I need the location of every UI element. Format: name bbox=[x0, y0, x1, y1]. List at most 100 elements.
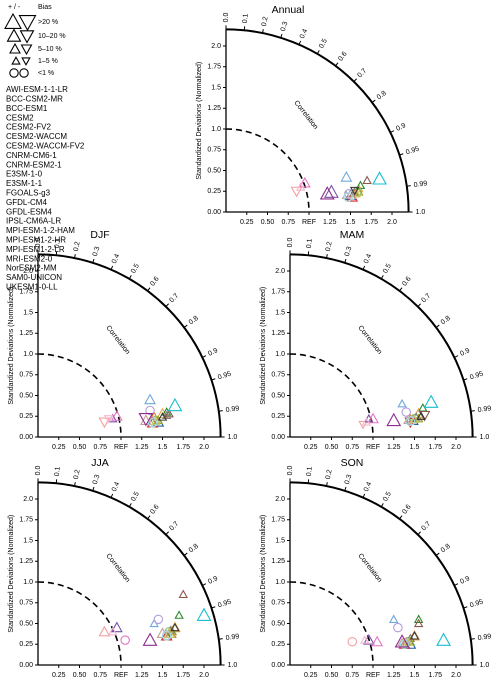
correlation-tick bbox=[399, 153, 404, 156]
legend-entry: SAM0-UNICON bbox=[6, 273, 62, 282]
correlation-tick-label: 0.8 bbox=[440, 543, 452, 555]
model-point bbox=[178, 589, 188, 599]
correlation-tick bbox=[390, 130, 395, 133]
y-tick-label: 2.0 bbox=[23, 496, 33, 503]
model-point bbox=[319, 186, 335, 200]
correlation-tick bbox=[406, 185, 411, 187]
y-tick-label: 1.5 bbox=[23, 309, 33, 316]
correlation-tick bbox=[335, 62, 339, 67]
y-tick-label: 0.50 bbox=[19, 392, 33, 399]
model-point bbox=[362, 175, 372, 185]
correlation-tick-label: 0.2 bbox=[73, 241, 82, 252]
correlation-tick bbox=[326, 482, 328, 487]
correlation-tick-label: 0.95 bbox=[469, 599, 484, 610]
legend-entry: CESM2-FV2 bbox=[6, 123, 51, 132]
outer-arc bbox=[37, 481, 222, 666]
y-tick-label: 1.75 bbox=[271, 289, 285, 296]
correlation-tick bbox=[183, 552, 188, 556]
legend-entry: BCC-CSM2-MR bbox=[6, 95, 63, 104]
y-tick-label: 2.0 bbox=[23, 268, 33, 275]
correlation-tick bbox=[344, 486, 347, 491]
correlation-tick-label: 0.9 bbox=[459, 347, 471, 358]
y-tick-label: 1.0 bbox=[275, 351, 285, 358]
correlation-tick bbox=[92, 486, 95, 491]
bias-header: + / - bbox=[8, 4, 21, 11]
x-tick-label: 1.75 bbox=[428, 444, 442, 451]
model-point bbox=[103, 415, 114, 424]
model-point bbox=[436, 632, 451, 646]
y-tick-label: 0.00 bbox=[271, 434, 285, 441]
correlation-tick bbox=[218, 410, 223, 412]
correlation-tick-label: 0.4 bbox=[363, 481, 373, 493]
correlation-tick bbox=[470, 410, 475, 412]
correlation-tick-label: 0.7 bbox=[420, 520, 432, 532]
x-tick-label: 1.25 bbox=[135, 672, 149, 679]
bias-class-label: 5–10 % bbox=[38, 46, 62, 53]
correlation-tick-label: 0.1 bbox=[306, 466, 314, 476]
legend-entry: CESM2-WACCM bbox=[6, 132, 67, 141]
y-axis-label: Standardized Deviations (Normalized) bbox=[196, 62, 203, 180]
x-tick-label: 2.0 bbox=[199, 672, 209, 679]
x-tick-label: 1.5 bbox=[158, 444, 168, 451]
correlation-label: Correlation bbox=[104, 553, 131, 584]
correlation-tick-label: 0.99 bbox=[477, 633, 492, 642]
marker bbox=[6, 28, 22, 42]
correlation-tick-label: 0.9 bbox=[207, 575, 219, 586]
x-tick-label: 1.5 bbox=[158, 672, 168, 679]
x-tick-label: 1.25 bbox=[387, 444, 401, 451]
y-tick-label: 0.75 bbox=[19, 372, 33, 379]
x-tick-label: 1.75 bbox=[428, 672, 442, 679]
correlation-tick-label: 0.0 bbox=[223, 13, 230, 23]
marker bbox=[18, 15, 37, 32]
bias-class-label: >20 % bbox=[38, 19, 58, 26]
x-tick-label: 0.25 bbox=[52, 672, 66, 679]
x-tick-label: 2.0 bbox=[451, 672, 461, 679]
correlation-label: Correlation bbox=[356, 553, 383, 584]
correlation-tick bbox=[380, 503, 384, 508]
legend-entry: UKESM1-0-LL bbox=[6, 283, 58, 292]
correlation-tick-label: 0.6 bbox=[149, 276, 161, 288]
marker bbox=[11, 56, 21, 65]
y-tick-label: 1.25 bbox=[19, 558, 33, 565]
y-tick-label: 1.0 bbox=[275, 579, 285, 586]
correlation-tick bbox=[128, 503, 132, 508]
model-point bbox=[394, 634, 410, 648]
x-tick-label: REF bbox=[302, 219, 316, 226]
model-point bbox=[386, 412, 402, 427]
x-tick-label: 1.75 bbox=[176, 672, 190, 679]
y-tick-label: 1.0 bbox=[23, 579, 33, 586]
reference-arc bbox=[225, 128, 310, 213]
model-point bbox=[413, 614, 424, 623]
legend-entry: CESM2-WACCM-FV2 bbox=[6, 142, 85, 151]
model-point bbox=[413, 618, 424, 628]
correlation-tick-label: 0.95 bbox=[469, 371, 484, 382]
correlation-tick bbox=[463, 378, 468, 381]
model-point bbox=[413, 413, 424, 423]
outer-arc bbox=[225, 28, 410, 213]
legend-entry: IPSL-CM6A-LR bbox=[6, 217, 61, 226]
y-tick-label: 1.5 bbox=[275, 537, 285, 544]
correlation-tick-label: 0.9 bbox=[395, 122, 407, 133]
correlation-tick bbox=[298, 40, 302, 45]
correlation-tick-label: 0.1 bbox=[54, 238, 62, 248]
model-point bbox=[107, 626, 118, 636]
correlation-tick bbox=[202, 583, 207, 586]
model-point bbox=[389, 614, 399, 623]
taylor-panel: JJA 0.00 0.25 0.50 0.75 1.0 1.25 1.5 1.75 2.0 0.25… bbox=[8, 457, 240, 679]
model-point bbox=[142, 632, 158, 646]
y-tick-label: 2.0 bbox=[211, 43, 221, 50]
marker bbox=[19, 30, 35, 44]
x-tick-label: 0.50 bbox=[73, 444, 87, 451]
correlation-tick-label: 0.95 bbox=[405, 146, 420, 157]
y-tick-label: 0.50 bbox=[207, 167, 221, 174]
correlation-tick bbox=[463, 606, 468, 609]
outer-arc bbox=[289, 481, 474, 666]
model-point bbox=[405, 636, 416, 646]
correlation-tick-label: 0.7 bbox=[168, 520, 180, 532]
correlation-tick-label: 0.95 bbox=[217, 371, 232, 382]
x-tick-label: 0.25 bbox=[304, 672, 318, 679]
model-point bbox=[138, 412, 154, 427]
model-point bbox=[343, 192, 353, 202]
correlation-label: Correlation bbox=[104, 325, 131, 356]
correlation-tick-label: 0.8 bbox=[440, 315, 452, 327]
